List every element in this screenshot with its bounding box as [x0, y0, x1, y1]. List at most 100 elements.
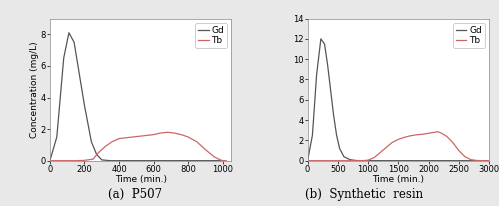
Tb	[444, 135, 450, 138]
Tb	[304, 159, 310, 162]
Gd	[47, 159, 53, 162]
Tb	[116, 137, 122, 140]
Text: (a)  P507: (a) P507	[108, 188, 162, 201]
Tb	[371, 156, 377, 159]
Tb	[468, 158, 474, 161]
Tb	[90, 158, 96, 160]
Gd	[371, 159, 377, 162]
Tb	[395, 138, 401, 141]
Tb	[185, 136, 191, 138]
Gd	[321, 43, 327, 45]
Tb	[223, 159, 229, 162]
Legend: Gd, Tb: Gd, Tb	[195, 23, 227, 48]
Legend: Gd, Tb: Gd, Tb	[453, 23, 485, 48]
Tb	[359, 159, 365, 162]
Gd	[54, 136, 60, 138]
Gd	[107, 159, 113, 162]
Tb	[164, 131, 170, 133]
Gd	[99, 159, 105, 161]
Gd	[151, 159, 157, 162]
Tb	[144, 134, 150, 137]
Tb	[480, 159, 486, 162]
Gd	[304, 159, 310, 162]
Gd	[341, 155, 347, 158]
Tb	[414, 133, 420, 136]
Tb	[407, 135, 413, 137]
Gd	[359, 159, 365, 162]
Gd	[330, 114, 336, 116]
Gd	[185, 159, 191, 162]
Gd	[426, 159, 432, 162]
Tb	[137, 135, 143, 137]
Tb	[456, 149, 462, 152]
Gd	[353, 159, 359, 162]
Gd	[401, 159, 407, 162]
Gd	[81, 104, 87, 107]
Line: Tb: Tb	[50, 132, 226, 161]
Tb	[216, 158, 222, 161]
Tb	[486, 159, 492, 162]
X-axis label: Time (min.): Time (min.)	[372, 175, 424, 184]
Gd	[377, 159, 383, 162]
Tb	[341, 159, 347, 162]
Gd	[337, 147, 343, 150]
Tb	[377, 151, 383, 154]
Tb	[420, 133, 426, 136]
Gd	[133, 159, 139, 162]
Gd	[66, 32, 72, 34]
Tb	[158, 132, 164, 134]
Text: (b)  Synthetic  resin: (b) Synthetic resin	[305, 188, 423, 201]
Tb	[426, 132, 432, 135]
Tb	[123, 137, 129, 139]
Gd	[324, 63, 330, 66]
Gd	[203, 159, 209, 162]
Tb	[151, 133, 157, 136]
Tb	[220, 159, 226, 162]
Tb	[130, 136, 136, 138]
Line: Gd: Gd	[307, 39, 489, 161]
Gd	[309, 134, 315, 137]
Gd	[94, 153, 100, 156]
Gd	[486, 159, 492, 162]
Tb	[81, 159, 87, 162]
Gd	[116, 159, 122, 162]
Line: Gd: Gd	[50, 33, 223, 161]
Tb	[401, 136, 407, 139]
Tb	[474, 159, 480, 162]
Gd	[456, 159, 462, 162]
Tb	[194, 140, 200, 143]
Gd	[347, 158, 353, 161]
Tb	[432, 131, 438, 133]
Gd	[61, 57, 67, 59]
Tb	[102, 145, 108, 148]
Gd	[389, 159, 395, 162]
Gd	[168, 159, 174, 162]
X-axis label: Time (min.): Time (min.)	[115, 175, 167, 184]
Gd	[314, 73, 320, 76]
Gd	[327, 88, 333, 91]
Tb	[178, 133, 184, 136]
Tb	[435, 131, 441, 133]
Y-axis label: Concentration (mg/L): Concentration (mg/L)	[30, 41, 39, 138]
Tb	[95, 152, 101, 154]
Tb	[462, 155, 468, 158]
Gd	[76, 73, 82, 75]
Gd	[220, 159, 226, 162]
Tb	[47, 159, 53, 162]
Tb	[211, 156, 217, 158]
Gd	[334, 134, 340, 137]
Tb	[389, 141, 395, 144]
Tb	[109, 140, 115, 143]
Gd	[88, 140, 94, 143]
Tb	[171, 132, 177, 134]
Tb	[383, 146, 389, 149]
Line: Tb: Tb	[307, 132, 489, 161]
Tb	[203, 148, 209, 151]
Tb	[73, 159, 79, 162]
Tb	[450, 141, 456, 144]
Gd	[71, 41, 77, 43]
Tb	[365, 159, 371, 162]
Gd	[318, 38, 324, 40]
Gd	[365, 159, 371, 162]
Tb	[438, 131, 444, 134]
